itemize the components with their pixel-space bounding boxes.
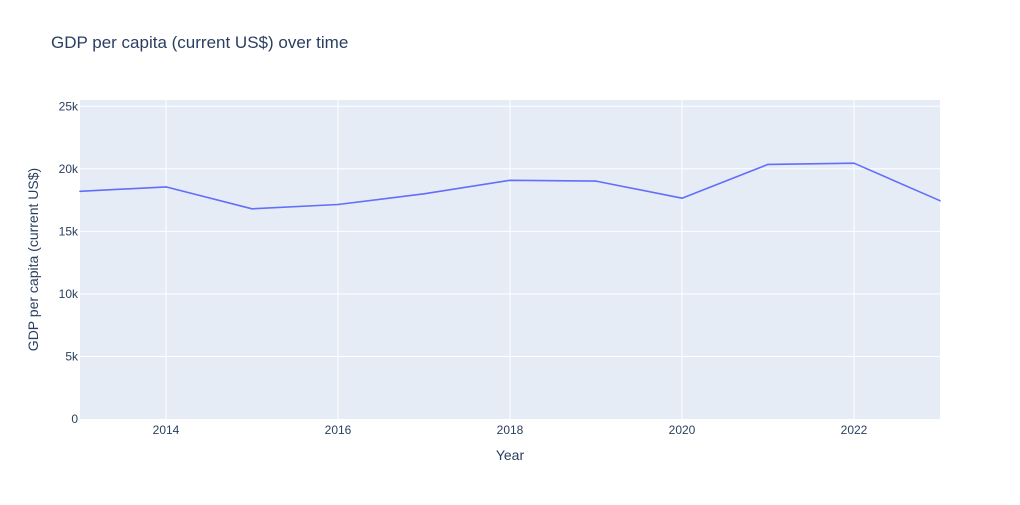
data-point	[509, 179, 511, 182]
data-point	[767, 163, 769, 166]
y-tick-label: 5k	[65, 349, 79, 363]
x-tick-label: 2020	[669, 423, 696, 437]
y-tick-label: 10k	[59, 287, 79, 301]
data-point	[337, 203, 339, 206]
x-tick-label: 2016	[325, 423, 352, 437]
data-point	[165, 186, 167, 188]
x-tick-label: 2022	[841, 423, 868, 437]
y-tick-label: 0	[71, 412, 78, 426]
data-point	[595, 180, 597, 182]
data-point	[79, 190, 81, 193]
data-point	[423, 193, 425, 195]
x-tick-label: 2014	[153, 423, 180, 437]
data-point	[251, 208, 253, 210]
data-point	[853, 162, 855, 164]
x-axis-title: Year	[496, 447, 525, 463]
x-tick-label: 2018	[497, 423, 524, 437]
data-point	[939, 199, 941, 202]
y-axis-title: GDP per capita (current US$)	[25, 168, 41, 351]
y-tick-label: 25k	[59, 99, 79, 113]
chart-title: GDP per capita (current US$) over time	[51, 33, 349, 52]
data-point	[681, 197, 683, 200]
y-tick-label: 15k	[59, 224, 79, 238]
y-tick-label: 20k	[59, 162, 79, 176]
